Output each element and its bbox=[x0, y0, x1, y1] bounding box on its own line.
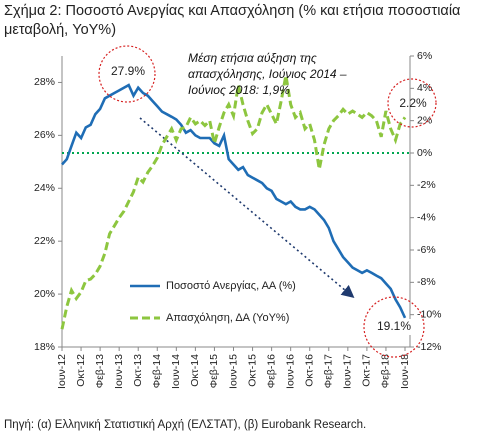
series-line bbox=[61, 83, 407, 319]
y2-tick-label: -10% bbox=[417, 308, 442, 320]
trend-arrow bbox=[139, 117, 355, 299]
x-tick-label: Ιουν-17 bbox=[342, 354, 354, 389]
series-line bbox=[60, 75, 407, 330]
x-tick-label: Φεβ-13 bbox=[94, 354, 106, 388]
x-tick-label: Φεβ-14 bbox=[151, 354, 163, 388]
x-tick-label: Οκτ-13 bbox=[132, 354, 144, 387]
y2-tick-label: -8% bbox=[417, 276, 436, 288]
y2-tick-label: -2% bbox=[417, 179, 436, 191]
y-tick-label: 18% bbox=[34, 341, 55, 353]
x-tick-label: Ιουν-15 bbox=[227, 354, 239, 389]
x-tick-label: Φεβ-15 bbox=[208, 354, 220, 388]
highlight-circle bbox=[387, 78, 437, 128]
y2-tick-label: 4% bbox=[417, 82, 432, 94]
legend-label: Απασχόληση, ΔΑ (YoY%) bbox=[166, 312, 289, 324]
x-tick-label: Οκτ-15 bbox=[246, 354, 258, 387]
x-tick-label: Οκτ-12 bbox=[75, 354, 87, 387]
y2-tick-label: -6% bbox=[417, 244, 436, 256]
data-label: 2.2% bbox=[399, 96, 427, 110]
y2-tick-label: 0% bbox=[417, 147, 432, 159]
data-label: 19.1% bbox=[377, 319, 411, 333]
x-tick-label: Φεβ-18 bbox=[380, 354, 392, 388]
source: Πηγή: (α) Ελληνική Στατιστική Αρχή (ΕΛΣΤ… bbox=[4, 419, 366, 431]
legend-box bbox=[125, 272, 315, 330]
x-tick-label: Φεβ-17 bbox=[323, 354, 335, 388]
label-bg bbox=[108, 64, 148, 80]
x-tick-label: Ιουν-14 bbox=[170, 354, 182, 389]
label-bg bbox=[374, 319, 414, 335]
y2-tick-label: -12% bbox=[417, 341, 442, 353]
highlight-circle bbox=[363, 296, 425, 358]
x-tick-label: Ιουν-16 bbox=[284, 354, 296, 389]
legend-label: Ποσοστό Ανεργίας, ΑΑ (%) bbox=[166, 280, 296, 292]
y2-tick-label: -4% bbox=[417, 211, 436, 223]
annotation: Μέση ετήσια αύξηση της απασχόλησης, Ιούν… bbox=[188, 51, 347, 97]
data-label: 27.9% bbox=[111, 64, 145, 78]
x-tick-label: Ιουν-18 bbox=[399, 354, 411, 389]
x-tick-label: Οκτ-17 bbox=[361, 354, 373, 387]
y-tick-label: 28% bbox=[34, 76, 55, 88]
x-tick-label: Ιουν-13 bbox=[113, 354, 125, 389]
x-tick-label: Οκτ-16 bbox=[304, 354, 316, 387]
y2-tick-label: 2% bbox=[417, 114, 432, 126]
y2-tick-label: 6% bbox=[417, 50, 432, 62]
x-tick-label: Ιουν-12 bbox=[56, 354, 68, 389]
x-tick-label: Φεβ-16 bbox=[265, 354, 277, 388]
y-tick-label: 22% bbox=[34, 235, 55, 247]
y-tick-label: 26% bbox=[34, 129, 55, 141]
y-tick-label: 24% bbox=[34, 182, 55, 194]
highlight-circle bbox=[98, 45, 156, 103]
y-tick-label: 20% bbox=[34, 288, 55, 300]
x-tick-label: Οκτ-14 bbox=[189, 354, 201, 387]
chart-title: Σχήμα 2: Ποσοστό Ανεργίας και Απασχόληση… bbox=[4, 3, 461, 38]
